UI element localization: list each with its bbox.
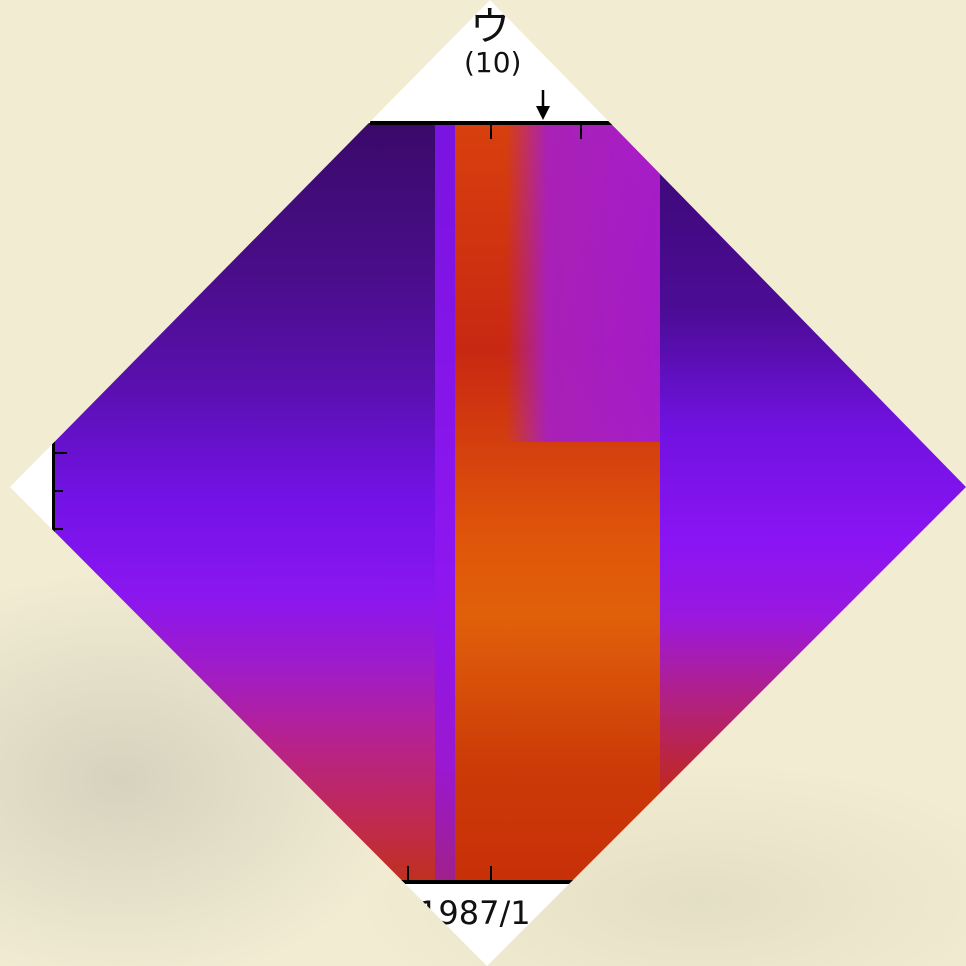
arrow — [536, 90, 550, 120]
header-label: (10) — [464, 46, 522, 79]
tick — [55, 490, 63, 492]
left-axis — [52, 440, 55, 540]
header-glyph: ウ — [470, 4, 510, 50]
tick — [490, 125, 492, 139]
tick — [55, 452, 67, 454]
tick — [407, 866, 409, 880]
heatmap-right — [660, 123, 966, 882]
tick — [580, 125, 582, 139]
tick — [490, 866, 492, 880]
heatmap-stripe — [435, 123, 455, 882]
heatmap-left — [55, 123, 435, 882]
date-label: 1987/1 — [418, 894, 531, 932]
heatmap-middle — [455, 123, 660, 882]
tick — [55, 528, 63, 530]
top-axis — [370, 121, 630, 125]
bottom-axis — [370, 880, 600, 884]
